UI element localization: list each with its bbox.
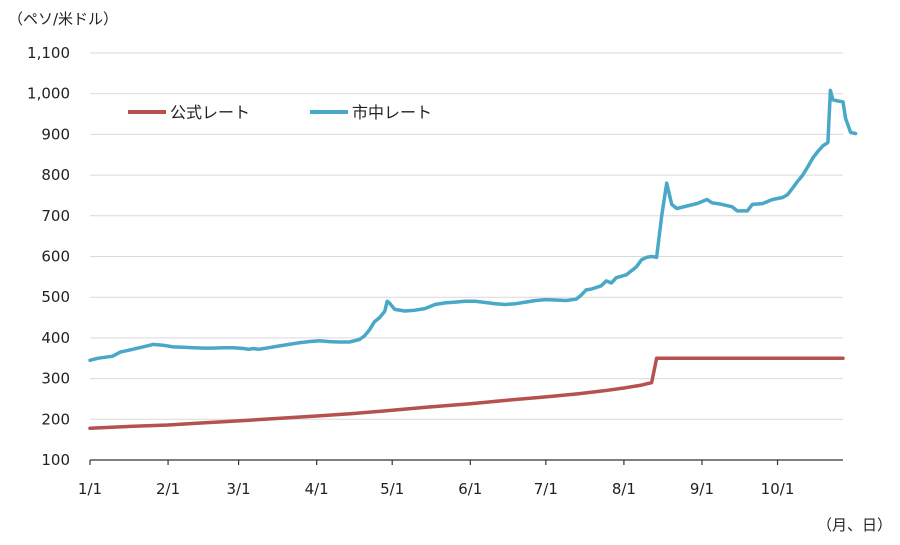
y-tick-labels: 100 200 300 400 500 600 700 800 900 1,000 1,100 (27, 44, 70, 469)
y-tick-label: 1,100 (27, 44, 70, 62)
series-line-official-rate (88, 356, 845, 431)
legend-label-market-rate: 市中レート (352, 103, 432, 122)
legend: 公式レート 市中レート (128, 103, 432, 122)
x-tick-labels: 1/1 2/1 3/1 4/1 5/1 6/1 7/1 8/1 9/1 10/1 (78, 480, 794, 498)
x-tick-label: 2/1 (156, 480, 180, 498)
y-tick-label: 700 (41, 207, 70, 225)
axes (89, 459, 843, 465)
y-tick-label: 800 (41, 166, 70, 184)
x-tick-label: 6/1 (458, 480, 482, 498)
series-line-market-rate (88, 88, 858, 363)
y-tick-label: 500 (41, 288, 70, 306)
x-tick-label: 9/1 (690, 480, 714, 498)
y-tick-label: 100 (41, 451, 70, 469)
x-tick-label: 3/1 (227, 480, 251, 498)
y-tick-label: 200 (41, 410, 70, 428)
x-tick-label: 4/1 (305, 480, 329, 498)
legend-label-official-rate: 公式レート (170, 103, 250, 122)
x-tick-label: 8/1 (612, 480, 636, 498)
y-tick-label: 300 (41, 370, 70, 388)
y-tick-label: 1,000 (27, 85, 70, 103)
x-tick-label: 10/1 (761, 480, 795, 498)
y-unit-label: （ペソ/米ドル） (8, 10, 118, 28)
series-lines (88, 88, 858, 431)
x-tick-label: 7/1 (534, 480, 558, 498)
y-tick-label: 400 (41, 329, 70, 347)
x-unit-label: （月、日） (817, 516, 892, 534)
x-tick-label: 1/1 (78, 480, 102, 498)
y-tick-label: 900 (41, 125, 70, 143)
gridlines (90, 52, 843, 420)
y-tick-label: 600 (41, 248, 70, 266)
x-tick-label: 5/1 (380, 480, 404, 498)
